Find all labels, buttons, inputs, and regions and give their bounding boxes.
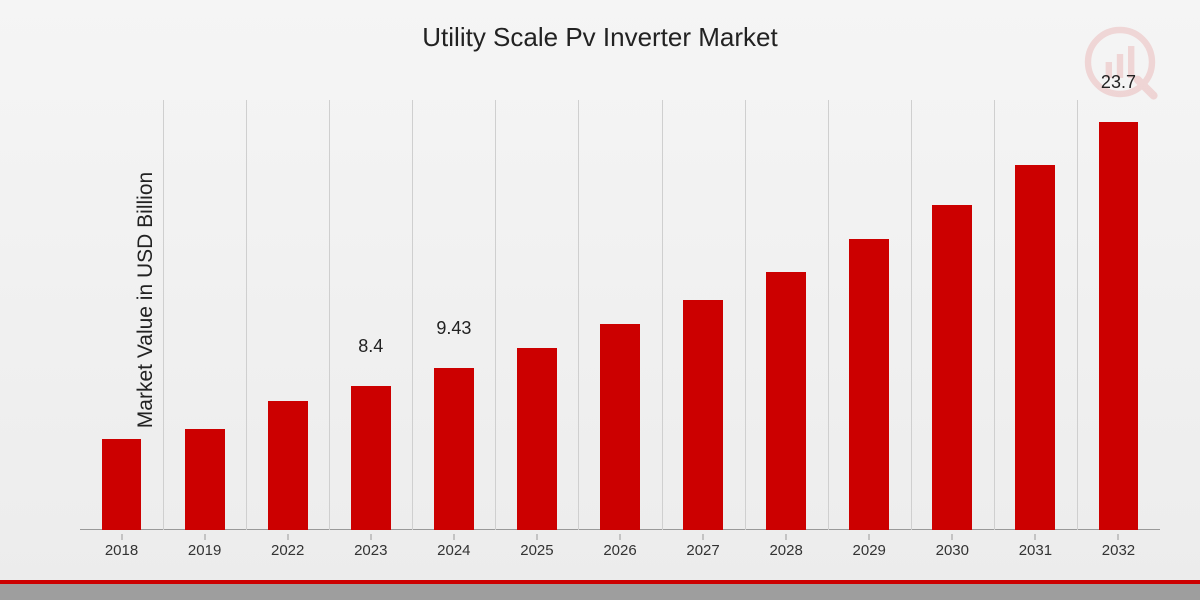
x-tick-label: 2030 xyxy=(936,542,969,559)
x-tick xyxy=(453,534,454,540)
bar xyxy=(434,368,474,530)
gridline xyxy=(495,100,496,530)
x-tick-label: 2025 xyxy=(520,542,553,559)
chart-container: Utility Scale Pv Inverter Market Market … xyxy=(0,0,1200,600)
gridline xyxy=(745,100,746,530)
x-tick xyxy=(287,534,288,540)
bar xyxy=(1015,165,1055,530)
bar xyxy=(268,401,308,530)
bar xyxy=(849,239,889,530)
gridline xyxy=(578,100,579,530)
x-tick xyxy=(786,534,787,540)
bar xyxy=(766,272,806,530)
x-tick xyxy=(1035,534,1036,540)
bar xyxy=(517,348,557,530)
bar-value-label: 8.4 xyxy=(358,336,383,361)
plot-area: 2018201920228.420239.4320242025202620272… xyxy=(80,100,1160,530)
footer-grey-stripe xyxy=(0,584,1200,600)
bar xyxy=(185,429,225,530)
gridline xyxy=(1077,100,1078,530)
x-tick xyxy=(952,534,953,540)
gridline xyxy=(246,100,247,530)
x-tick xyxy=(204,534,205,540)
bar xyxy=(600,324,640,530)
x-tick xyxy=(1118,534,1119,540)
x-tick-label: 2023 xyxy=(354,542,387,559)
bar-value-label: 9.43 xyxy=(436,318,471,343)
x-tick-label: 2031 xyxy=(1019,542,1052,559)
x-tick-label: 2019 xyxy=(188,542,221,559)
gridline xyxy=(828,100,829,530)
bar xyxy=(932,205,972,530)
x-tick xyxy=(869,534,870,540)
gridline xyxy=(662,100,663,530)
x-tick-label: 2032 xyxy=(1102,542,1135,559)
bar xyxy=(1099,122,1139,530)
x-tick-label: 2026 xyxy=(603,542,636,559)
x-tick-label: 2018 xyxy=(105,542,138,559)
gridline xyxy=(412,100,413,530)
bar-value-label: 23.7 xyxy=(1101,72,1136,97)
bar xyxy=(102,439,142,530)
x-tick-label: 2022 xyxy=(271,542,304,559)
x-tick-label: 2024 xyxy=(437,542,470,559)
gridline xyxy=(911,100,912,530)
x-tick xyxy=(536,534,537,540)
x-tick xyxy=(370,534,371,540)
gridline xyxy=(994,100,995,530)
chart-title: Utility Scale Pv Inverter Market xyxy=(0,22,1200,53)
bar xyxy=(683,300,723,530)
x-tick-label: 2029 xyxy=(853,542,886,559)
bar xyxy=(351,386,391,530)
x-tick xyxy=(620,534,621,540)
gridline xyxy=(329,100,330,530)
footer-accent xyxy=(0,580,1200,600)
gridline xyxy=(163,100,164,530)
x-tick-label: 2027 xyxy=(686,542,719,559)
x-tick-label: 2028 xyxy=(769,542,802,559)
x-tick xyxy=(121,534,122,540)
x-tick xyxy=(703,534,704,540)
